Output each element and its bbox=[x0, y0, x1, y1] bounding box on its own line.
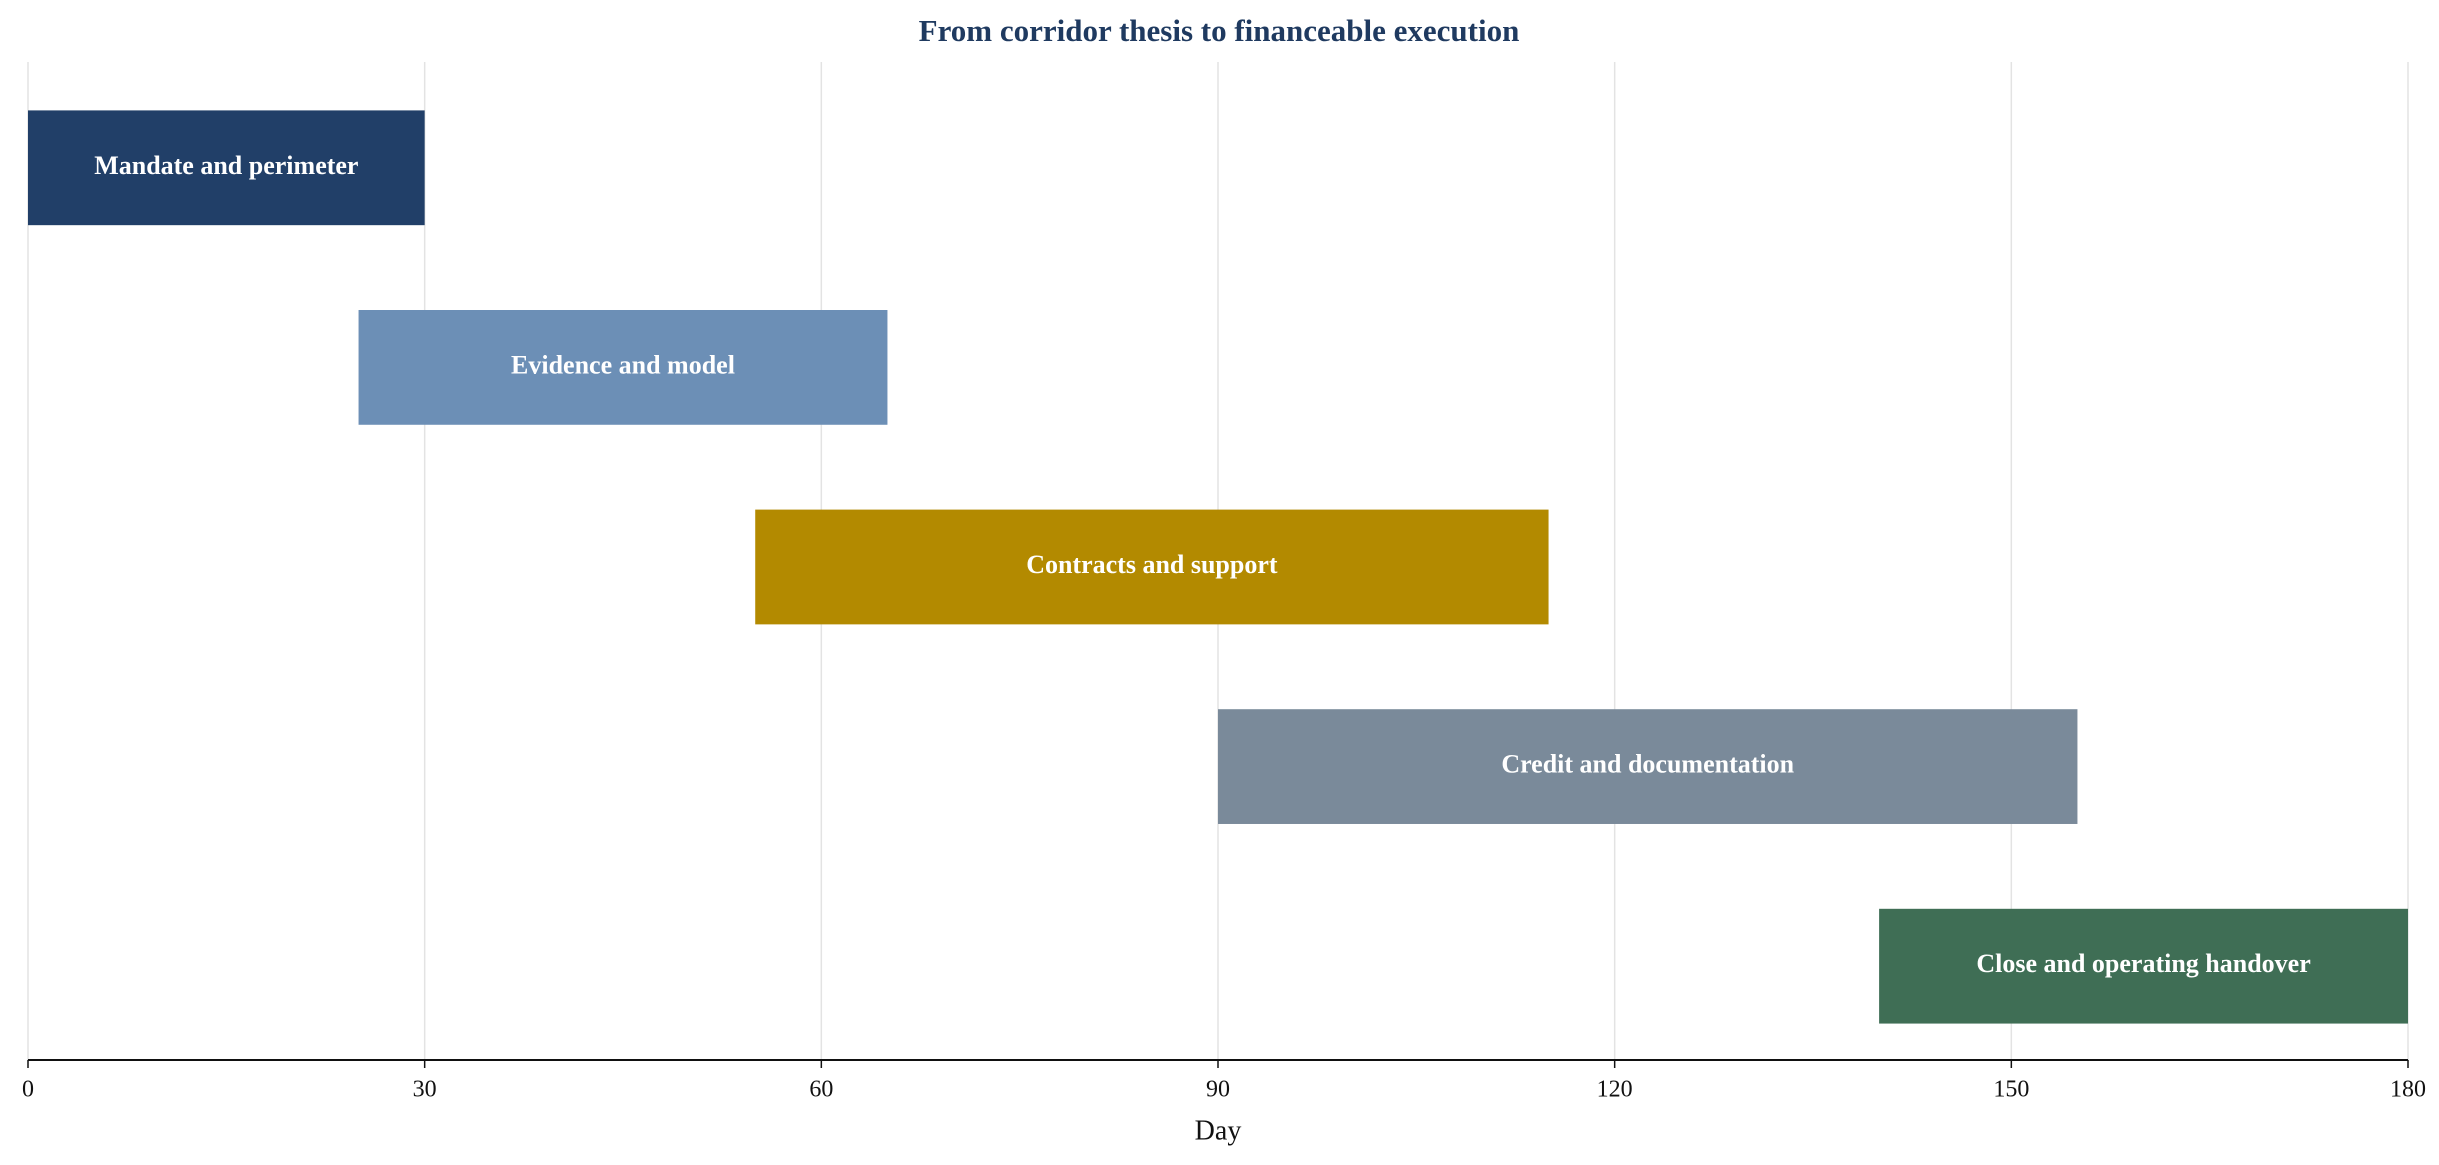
bar-label: Credit and documentation bbox=[1501, 750, 1794, 779]
gantt-bar bbox=[755, 509, 1549, 625]
x-axis-label: Day bbox=[1195, 1115, 1242, 1146]
gantt-bar bbox=[28, 110, 425, 226]
x-tick-label: 120 bbox=[1597, 1077, 1633, 1103]
bar-label: Evidence and model bbox=[511, 350, 735, 379]
x-tick-label: 150 bbox=[1993, 1077, 2029, 1103]
x-tick-label: 30 bbox=[413, 1077, 437, 1103]
x-tick-label: 180 bbox=[2390, 1077, 2426, 1103]
bar-label: Close and operating handover bbox=[1976, 949, 2310, 978]
bar-label: Contracts and support bbox=[1026, 550, 1278, 579]
gantt-bar bbox=[358, 310, 888, 425]
x-tick-label: 60 bbox=[809, 1077, 833, 1103]
x-tick-label: 90 bbox=[1206, 1077, 1230, 1103]
gantt-bar bbox=[1879, 908, 2408, 1024]
bar-label: Mandate and perimeter bbox=[94, 151, 358, 180]
chart-title: From corridor thesis to financeable exec… bbox=[919, 13, 1520, 48]
gantt-bar bbox=[1218, 709, 2078, 824]
x-tick-label: 0 bbox=[22, 1077, 34, 1103]
